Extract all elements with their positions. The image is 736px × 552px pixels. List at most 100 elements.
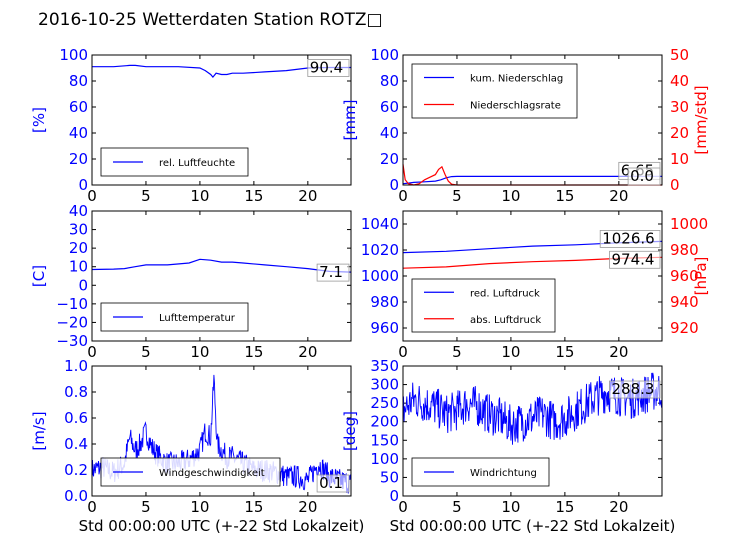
legend-label-temperature: Lufttemperatur — [159, 313, 236, 324]
y2-tick-label-pressure: 960 — [670, 267, 699, 285]
value-box-windspeed — [316, 474, 350, 493]
x-tick-label-humidity: 0 — [87, 187, 97, 205]
x-axis-label-windspeed: Std 00:00:00 UTC (+-22 Std Lokalzeit) — [79, 517, 365, 535]
y2-tick-label-pressure: 980 — [670, 241, 699, 259]
y-tick-label-windspeed: 0.0 — [64, 487, 88, 505]
y-tick-label-winddirection: 350 — [370, 357, 399, 375]
x-tick-label-windspeed: 10 — [190, 498, 209, 516]
x-tick-label-pressure: 15 — [555, 343, 574, 361]
y-tick-label-precipitation: 0 — [389, 176, 399, 194]
plot-frame-temperature — [91, 210, 352, 342]
y-tick-label-precipitation: 100 — [370, 46, 399, 64]
value-box-pressure — [599, 230, 661, 248]
y2-tick-label-precipitation: 10 — [670, 150, 689, 168]
y-tick-label-humidity: 80 — [69, 72, 88, 90]
y-axis-label-windspeed: [m/s] — [30, 411, 48, 450]
y-tick-label-windspeed: 1.0 — [64, 357, 88, 375]
y-tick-label-winddirection: 50 — [380, 468, 399, 486]
y-tick-label-humidity: 100 — [59, 46, 88, 64]
y-tick-label-winddirection: 250 — [370, 394, 399, 412]
y-tick-label-humidity: 40 — [69, 124, 88, 142]
x-tick-label-temperature: 10 — [190, 343, 209, 361]
y-tick-label-pressure: 1020 — [361, 241, 399, 259]
value-box-winddirection — [609, 380, 661, 399]
y-tick-label-winddirection: 200 — [370, 413, 399, 431]
y-tick-label-winddirection: 150 — [370, 431, 399, 449]
y2-tick-label-precipitation: 50 — [670, 46, 689, 64]
y-tick-label-humidity: 0 — [78, 176, 88, 194]
x-tick-label-winddirection: 0 — [398, 498, 408, 516]
x-tick-label-humidity: 15 — [244, 187, 263, 205]
y2-tick-label-precipitation: 0 — [670, 176, 680, 194]
y-axis-label-humidity: [%] — [30, 107, 48, 133]
y-tick-label-temperature: −20 — [56, 313, 88, 331]
value-box-pressure — [609, 250, 661, 269]
y-tick-label-precipitation: 80 — [380, 72, 399, 90]
y-tick-label-temperature: −30 — [56, 332, 88, 350]
x-tick-label-windspeed: 15 — [244, 498, 263, 516]
x-tick-label-humidity: 20 — [298, 187, 317, 205]
y-tick-label-winddirection: 100 — [370, 450, 399, 468]
x-tick-label-precipitation: 20 — [609, 187, 628, 205]
x-axis-label-winddirection: Std 00:00:00 UTC (+-22 Std Lokalzeit) — [390, 517, 676, 535]
y-tick-label-pressure: 1040 — [361, 215, 399, 233]
y-axis-label-winddirection: [deg] — [341, 411, 359, 451]
y-tick-label-precipitation: 20 — [380, 150, 399, 168]
value-box-precipitation — [627, 167, 661, 186]
y-tick-label-winddirection: 300 — [370, 376, 399, 394]
y-tick-label-precipitation: 60 — [380, 98, 399, 116]
plot-frame-pressure — [402, 210, 663, 342]
y-tick-label-windspeed: 0.6 — [64, 409, 88, 427]
plot-frame-precipitation — [402, 54, 663, 186]
y-tick-label-pressure: 1000 — [361, 267, 399, 285]
last-value-label-humidity: 90.4 — [310, 58, 343, 76]
y-tick-label-humidity: 20 — [69, 150, 88, 168]
legend-label-precipitation: Niederschlagsrate — [470, 101, 561, 112]
y-axis-label-temperature: [C] — [30, 265, 48, 287]
y-tick-label-windspeed: 0.4 — [64, 435, 88, 453]
y-tick-label-winddirection: 0 — [389, 487, 399, 505]
x-tick-label-pressure: 0 — [398, 343, 408, 361]
x-tick-label-temperature: 5 — [141, 343, 151, 361]
y-tick-label-temperature: −10 — [56, 295, 88, 313]
x-tick-label-humidity: 10 — [190, 187, 209, 205]
x-tick-label-precipitation: 5 — [452, 187, 462, 205]
y2-axis-label-pressure: [hPa] — [692, 257, 710, 296]
last-value-label-temperature: 7.1 — [319, 263, 343, 281]
y-tick-label-windspeed: 0.2 — [64, 461, 88, 479]
x-tick-label-winddirection: 20 — [609, 498, 628, 516]
series-line-precipitation-0 — [402, 175, 662, 185]
y2-tick-label-pressure: 940 — [670, 293, 699, 311]
y-tick-label-pressure: 980 — [370, 293, 399, 311]
last-value-label-winddirection: 288.3 — [612, 380, 655, 398]
legend-label-pressure: abs. Luftdruck — [470, 315, 541, 326]
plot-frame-windspeed — [91, 365, 352, 497]
x-tick-label-precipitation: 0 — [398, 187, 408, 205]
x-tick-label-pressure: 5 — [452, 343, 462, 361]
x-tick-label-windspeed: 0 — [87, 498, 97, 516]
last-value-label-pressure: 974.4 — [612, 250, 655, 268]
y-tick-label-windspeed: 0.8 — [64, 383, 88, 401]
y-tick-label-temperature: 20 — [69, 239, 88, 257]
legend-label-windspeed: Windgeschwindigkeit — [159, 468, 265, 479]
x-tick-label-temperature: 0 — [87, 343, 97, 361]
x-tick-label-winddirection: 10 — [501, 498, 520, 516]
y2-tick-label-precipitation: 40 — [670, 72, 689, 90]
series-line-windspeed-0 — [91, 374, 351, 494]
y-tick-label-temperature: 10 — [69, 258, 88, 276]
value-box-temperature — [316, 263, 350, 282]
series-line-humidity-0 — [92, 64, 351, 79]
last-value-label-windspeed: 0.1 — [319, 474, 343, 492]
y-tick-label-temperature: 30 — [69, 221, 88, 239]
x-tick-label-winddirection: 15 — [555, 498, 574, 516]
y-axis-label-precipitation: [mm] — [341, 100, 359, 141]
x-tick-label-windspeed: 5 — [141, 498, 151, 516]
x-tick-label-temperature: 20 — [298, 343, 317, 361]
series-line-precipitation-1 — [402, 164, 662, 186]
y-tick-label-temperature: 40 — [69, 202, 88, 220]
series-line-temperature-0 — [91, 258, 352, 273]
y2-tick-label-precipitation: 20 — [670, 124, 689, 142]
y-tick-label-pressure: 960 — [370, 319, 399, 337]
y2-tick-label-pressure: 1000 — [670, 215, 708, 233]
